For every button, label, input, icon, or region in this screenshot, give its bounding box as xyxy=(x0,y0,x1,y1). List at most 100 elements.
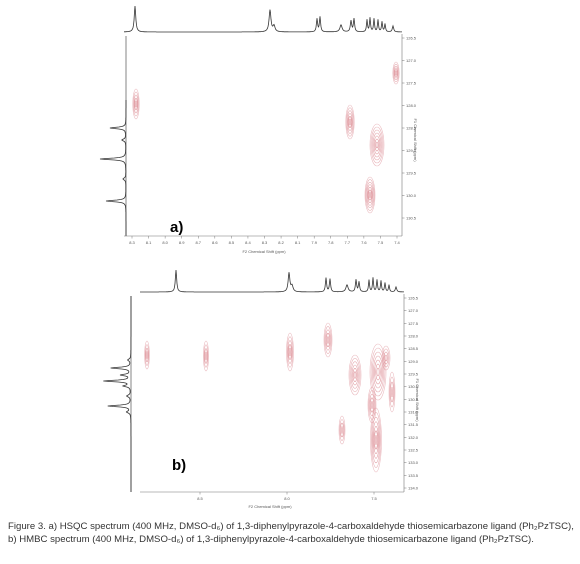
cross-peak xyxy=(370,407,382,473)
y-tick-label: 127.0 xyxy=(408,308,419,313)
x-tick-label: 8.4 xyxy=(245,240,251,245)
contour-level xyxy=(325,329,331,351)
y-tick-label: 128.0 xyxy=(406,103,417,108)
contour-level xyxy=(390,381,394,403)
contour-level xyxy=(370,412,382,468)
contour-level xyxy=(389,376,395,408)
contour-level xyxy=(388,371,396,413)
contour-level xyxy=(134,97,138,111)
y-tick-label: 134.0 xyxy=(408,486,419,491)
contour-level xyxy=(286,332,294,372)
contour-level xyxy=(374,359,382,385)
contour-level xyxy=(366,181,374,209)
y-tick-label: 127.5 xyxy=(406,81,417,86)
contour-level xyxy=(370,401,374,409)
trace-line xyxy=(140,269,404,293)
contour-level xyxy=(350,361,360,389)
x-tick-label: 8.1 xyxy=(146,240,152,245)
cross-peak xyxy=(369,123,385,167)
y-tick-label: 127.5 xyxy=(408,321,419,326)
x-tick-label: 8.2 xyxy=(278,240,284,245)
contour-level xyxy=(369,343,387,401)
panel-label: a) xyxy=(170,219,183,236)
x-tick-label: 7.5 xyxy=(371,496,377,501)
contour-level xyxy=(326,332,330,348)
y-tick-label: 132.5 xyxy=(408,448,419,453)
f1-projection-trace xyxy=(99,36,127,236)
f2-projection-trace xyxy=(140,269,404,293)
contour-level xyxy=(390,386,394,398)
contour-level xyxy=(288,344,292,360)
contour-level xyxy=(133,91,139,117)
y-tick-label: 129.0 xyxy=(408,359,419,364)
contour-level xyxy=(351,364,359,386)
cross-peaks xyxy=(132,61,400,214)
cross-peak xyxy=(392,61,400,85)
y-tick-label: 129.5 xyxy=(408,372,419,377)
y-tick-label: 133.0 xyxy=(408,460,419,465)
contour-level xyxy=(338,415,346,445)
contour-level xyxy=(375,363,381,381)
x-tick-label: 7.8 xyxy=(328,240,334,245)
contour-level xyxy=(132,88,140,120)
y-axis-ticks: 126.5 127.0 127.5 128.0 128.5 129.0 129.5 130.0… xyxy=(402,36,417,221)
contour-level xyxy=(286,336,294,368)
contour-level xyxy=(348,118,351,126)
contour-level xyxy=(368,192,372,198)
panel-b-hmbc: 126.5 127.0 127.5 128.0 128.5 129.0 129.5 130.0… xyxy=(0,260,580,515)
contour-level xyxy=(288,347,291,357)
contour-level xyxy=(371,129,383,161)
contour-level xyxy=(353,371,357,379)
contour-level xyxy=(374,435,378,445)
contour-level xyxy=(370,407,382,473)
x-tick-label: 7.7 xyxy=(345,240,351,245)
contour-level xyxy=(372,132,382,158)
cross-peak xyxy=(348,354,362,396)
contour-level xyxy=(371,351,385,393)
contour-level xyxy=(340,422,344,438)
contour-level xyxy=(144,340,150,370)
cross-peak xyxy=(144,340,150,370)
contour-level xyxy=(339,419,345,441)
contour-level xyxy=(144,344,150,366)
cross-peak xyxy=(364,176,376,214)
y-axis-label: F1 Chemical Shift (ppm) xyxy=(415,378,420,422)
contour-level xyxy=(324,326,332,354)
y-tick-label: 128.5 xyxy=(406,126,417,131)
x-tick-label: 7.5 xyxy=(378,240,384,245)
x-tick-label: 8.3 xyxy=(262,240,268,245)
x-tick-label: 7.4 xyxy=(394,240,400,245)
f2-projection-trace xyxy=(124,5,402,33)
contour-level xyxy=(368,189,372,201)
contour-level xyxy=(145,347,149,363)
y-tick-label: 133.5 xyxy=(408,473,419,478)
contour-level xyxy=(375,141,379,149)
contour-level xyxy=(203,340,209,372)
x-tick-label: 8.1 xyxy=(295,240,301,245)
x-tick-label: 8.0 xyxy=(162,240,168,245)
x-axis-ticks: 8.3 8.1 8.0 8.9 8.7 8.6 8.5 8.4 8.3 8.2 8.1 7.9 7.8 7… xyxy=(129,236,401,245)
contour-level xyxy=(204,348,208,364)
contour-level xyxy=(370,397,374,413)
y-tick-label: 130.5 xyxy=(408,397,419,402)
contour-level xyxy=(349,358,361,392)
y-tick-label: 132.0 xyxy=(408,435,419,440)
cross-peak xyxy=(345,104,355,140)
hsqc-spectrum: 126.5 127.0 127.5 128.0 128.5 129.0 129.5 130.0… xyxy=(99,5,418,254)
contour-level xyxy=(352,368,358,382)
contour-level xyxy=(370,126,384,164)
x-tick-label: 8.5 xyxy=(229,240,235,245)
contour-level xyxy=(348,116,352,128)
y-tick-label: 130.0 xyxy=(406,193,417,198)
cross-peak xyxy=(381,345,391,371)
contour-level xyxy=(382,348,390,368)
x-tick-label: 8.3 xyxy=(129,240,135,245)
x-tick-label: 8.6 xyxy=(212,240,218,245)
x-tick-label: 8.0 xyxy=(284,496,290,501)
contour-level xyxy=(364,176,376,214)
panel-label: b) xyxy=(172,457,186,474)
contour-level xyxy=(205,351,207,361)
y-tick-label: 130.0 xyxy=(408,384,419,389)
y-tick-label: 127.0 xyxy=(406,58,417,63)
cross-peaks xyxy=(144,322,396,473)
